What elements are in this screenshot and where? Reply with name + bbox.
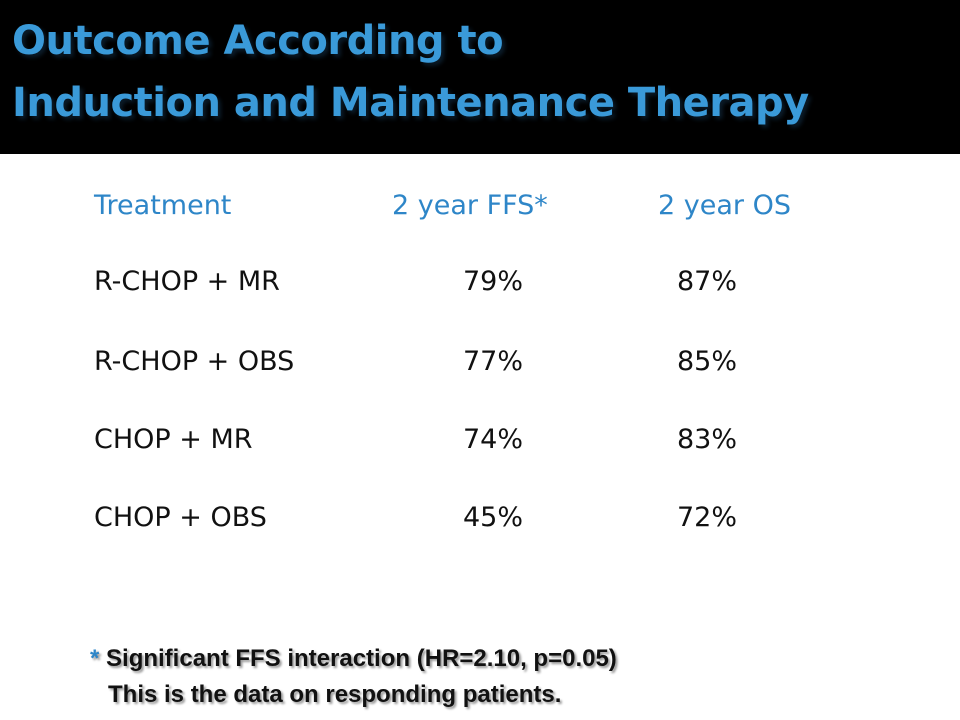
- table-cell-os: 85%: [677, 346, 738, 377]
- footnote-line-2: This is the data on responding patients.: [108, 681, 562, 708]
- table-cell-treatment: R-CHOP + OBS: [94, 346, 295, 377]
- slide-title-line-1: Outcome According to: [12, 18, 504, 64]
- table-header-os: 2 year OS: [658, 190, 791, 221]
- table-cell-treatment: CHOP + MR: [94, 424, 253, 455]
- table-header-ffs: 2 year FFS*: [392, 190, 548, 221]
- table-cell-treatment: CHOP + OBS: [94, 502, 267, 533]
- slide-title-band: Outcome According to Induction and Maint…: [0, 0, 960, 152]
- table-cell-os: 72%: [677, 502, 738, 533]
- footnote-marker: *: [90, 645, 100, 672]
- footnote-line-1: * Significant FFS interaction (HR=2.10, …: [90, 645, 617, 673]
- table-cell-ffs: 45%: [463, 502, 524, 533]
- table-cell-ffs: 79%: [463, 266, 524, 297]
- table-cell-os: 87%: [677, 266, 738, 297]
- table-cell-ffs: 74%: [463, 424, 524, 455]
- slide-content: [0, 154, 960, 720]
- table-cell-ffs: 77%: [463, 346, 524, 377]
- table-header-treatment: Treatment: [94, 190, 232, 221]
- footnote-text-1: Significant FFS interaction (HR=2.10, p=…: [106, 645, 617, 672]
- table-cell-os: 83%: [677, 424, 738, 455]
- table-cell-treatment: R-CHOP + MR: [94, 266, 280, 297]
- slide-title-line-2: Induction and Maintenance Therapy: [12, 80, 809, 126]
